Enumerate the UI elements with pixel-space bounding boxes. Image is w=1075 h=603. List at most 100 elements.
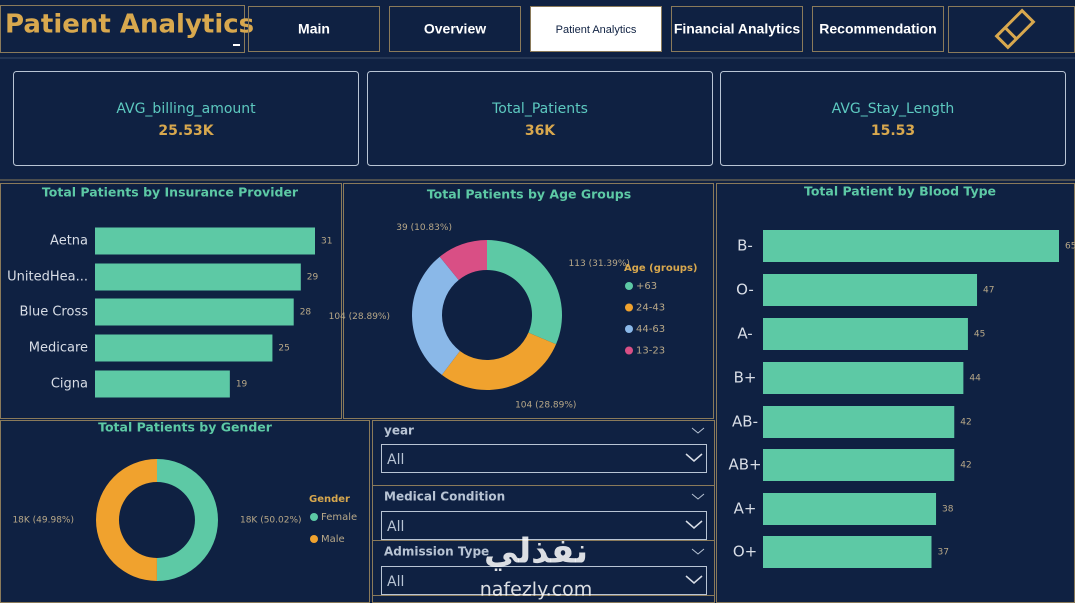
- chevron[interactable]: [691, 493, 705, 500]
- data-label: 47: [983, 286, 994, 296]
- donut-slice: [487, 240, 562, 345]
- slicer-frame: [372, 540, 715, 596]
- bar: [95, 334, 273, 362]
- slicer-label: Admission Type: [384, 545, 489, 559]
- category-label: UnitedHea...: [7, 270, 88, 285]
- bar: [763, 449, 955, 481]
- bar: [763, 493, 937, 525]
- chart-title: Total Patients by Gender: [98, 420, 273, 435]
- dropdown-value[interactable]: All: [387, 452, 404, 468]
- legend-label: 13-23: [636, 346, 665, 357]
- bar: [95, 370, 230, 398]
- category-label: A+: [734, 500, 757, 518]
- kpi-label: AVG_Stay_Length: [832, 101, 955, 117]
- data-label: 42: [960, 418, 971, 428]
- dropdown[interactable]: [381, 511, 707, 540]
- legend-label: +63: [636, 281, 657, 292]
- dropdown-value[interactable]: All: [387, 519, 404, 535]
- data-label: 37: [937, 548, 948, 558]
- nav-button[interactable]: [812, 6, 944, 52]
- kpi-card: [367, 71, 713, 166]
- dropdown-arrow[interactable]: [685, 575, 703, 584]
- kpi-label: AVG_billing_amount: [116, 101, 256, 117]
- dropdown-arrow[interactable]: [685, 520, 703, 529]
- legend-label: Female: [321, 512, 357, 523]
- category-label: O+: [733, 543, 757, 561]
- legend-label: 24-43: [636, 303, 665, 314]
- nav-label[interactable]: Overview: [424, 21, 486, 37]
- data-label: 19: [236, 380, 248, 390]
- donut-slice: [439, 240, 487, 281]
- kpi-value: 15.53: [871, 123, 915, 139]
- bar: [763, 362, 964, 394]
- kpi-label: Total_Patients: [491, 101, 588, 117]
- data-label: 39 (10.83%): [396, 223, 452, 233]
- legend-title: Age (groups): [624, 263, 698, 274]
- data-label: 65: [1065, 242, 1075, 252]
- bar: [763, 536, 932, 568]
- category-label: Aetna: [50, 234, 88, 249]
- bar: [763, 230, 1059, 262]
- category-label: B+: [734, 369, 757, 387]
- data-label: 18K (50.02%): [240, 516, 302, 526]
- legend-label: 44-63: [636, 324, 665, 335]
- slicer-label: Medical Condition: [384, 490, 505, 504]
- logo: [994, 8, 1036, 50]
- nav-button[interactable]: [671, 6, 803, 52]
- category-label: A-: [737, 325, 752, 343]
- chart-title: Total Patients by Age Groups: [427, 187, 631, 202]
- bar: [95, 263, 301, 291]
- nav-label[interactable]: Patient Analytics: [556, 24, 637, 36]
- kpi-card: [720, 71, 1066, 166]
- kpi-value: 36K: [525, 123, 556, 139]
- chart-title: Total Patients by Insurance Provider: [42, 185, 299, 200]
- donut-slice: [156, 459, 219, 581]
- nav-label[interactable]: Recommendation: [819, 21, 936, 37]
- nav-button[interactable]: [389, 6, 521, 52]
- category-label: AB-: [732, 413, 758, 431]
- title-box: [0, 5, 245, 53]
- legend-swatch: [625, 282, 633, 290]
- data-label: 18K (49.98%): [12, 515, 74, 525]
- dropdown[interactable]: [381, 444, 707, 473]
- bar: [763, 318, 968, 350]
- data-label: 28: [300, 308, 312, 318]
- donut-slice: [441, 332, 557, 391]
- nav-button[interactable]: [248, 6, 380, 52]
- bar: [763, 406, 955, 438]
- dropdown-value[interactable]: All: [387, 574, 404, 590]
- data-label: 44: [969, 374, 981, 384]
- page-title: Patient Analytics: [5, 10, 254, 40]
- data-label: 113 (31.39%): [569, 259, 630, 269]
- slicer-label: year: [384, 424, 414, 438]
- chevron[interactable]: [691, 548, 705, 555]
- data-label: 31: [321, 237, 332, 247]
- dropdown-arrow[interactable]: [685, 453, 703, 462]
- dropdown[interactable]: [381, 566, 707, 595]
- category-label: O-: [736, 281, 754, 299]
- category-label: Blue Cross: [19, 305, 88, 320]
- panel: [343, 183, 714, 419]
- category-label: B-: [737, 237, 753, 255]
- watermark: نفذلي: [484, 532, 588, 572]
- data-label: 42: [960, 461, 971, 471]
- nav-button[interactable]: [530, 6, 662, 52]
- donut-slice: [412, 256, 460, 375]
- legend-swatch: [625, 325, 633, 333]
- category-label: Medicare: [29, 341, 88, 356]
- watermark: nafezly.com: [480, 579, 592, 601]
- legend-title: Gender: [309, 494, 350, 505]
- chevron[interactable]: [691, 427, 705, 434]
- nav-label[interactable]: Main: [298, 21, 330, 37]
- donut-slice: [96, 459, 157, 581]
- chart-title: Total Patient by Blood Type: [804, 184, 996, 199]
- data-label: 104 (28.89%): [515, 400, 576, 410]
- cursor: [233, 44, 240, 46]
- data-label: 29: [307, 273, 319, 283]
- category-label: AB+: [728, 456, 761, 474]
- data-label: 38: [942, 505, 954, 515]
- nav-label[interactable]: Financial Analytics: [674, 21, 801, 37]
- bar: [95, 227, 315, 255]
